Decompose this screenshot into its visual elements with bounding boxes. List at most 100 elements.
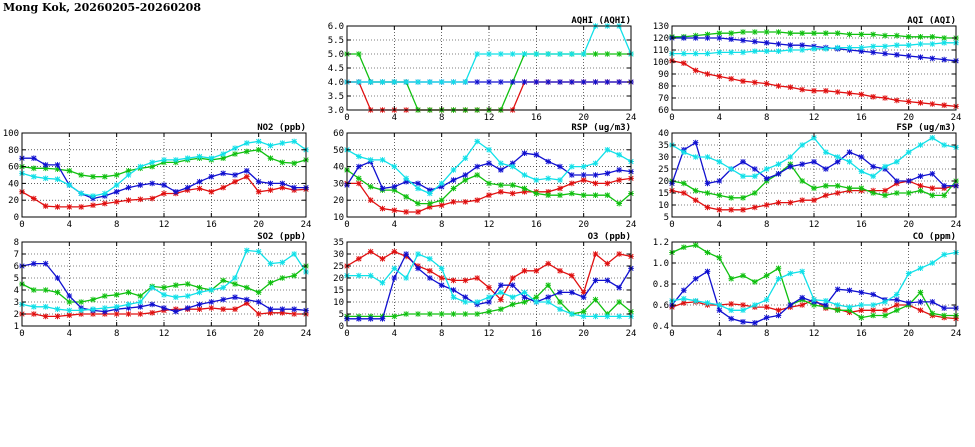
data-point xyxy=(811,30,817,36)
data-point xyxy=(894,32,900,39)
y-tick-label: 8 xyxy=(14,238,19,248)
data-point xyxy=(113,311,120,317)
data-point xyxy=(125,168,132,174)
data-point xyxy=(42,313,49,320)
data-point xyxy=(113,304,120,310)
y-tick-label: 40 xyxy=(333,163,344,173)
data-point xyxy=(834,159,841,165)
data-point xyxy=(704,50,711,57)
x-tick-label: 4 xyxy=(67,220,72,230)
data-point xyxy=(917,142,924,148)
data-point xyxy=(799,302,805,308)
data-point xyxy=(752,29,758,35)
data-point xyxy=(90,296,96,303)
y-tick-label: 90 xyxy=(658,70,669,80)
data-point xyxy=(474,311,480,317)
data-point xyxy=(149,284,155,291)
data-point xyxy=(474,275,480,281)
y-tick-label: 15 xyxy=(333,286,344,296)
data-point xyxy=(728,30,734,36)
data-point xyxy=(799,294,805,301)
data-point xyxy=(149,310,155,316)
x-tick-label: 0 xyxy=(669,329,674,339)
series-line-s4 xyxy=(21,249,307,312)
data-point xyxy=(90,311,96,317)
data-point xyxy=(279,140,286,146)
data-point xyxy=(787,42,794,48)
x-tick-label: 20 xyxy=(253,329,264,339)
data-point xyxy=(592,251,599,257)
data-point xyxy=(545,158,551,165)
data-point xyxy=(592,313,599,320)
x-tick-label: 16 xyxy=(856,113,867,123)
data-point xyxy=(31,173,37,180)
data-point xyxy=(929,171,936,177)
data-point xyxy=(894,307,900,314)
data-point xyxy=(811,159,817,165)
data-point xyxy=(232,306,238,312)
x-tick-label: 20 xyxy=(578,113,589,123)
data-point xyxy=(580,79,587,85)
data-point xyxy=(882,32,888,39)
data-point xyxy=(521,185,528,192)
data-point xyxy=(367,197,374,203)
data-point xyxy=(267,180,274,187)
data-point xyxy=(580,308,587,315)
y-tick-label: 20 xyxy=(658,177,669,187)
data-point xyxy=(486,160,492,167)
data-point xyxy=(728,49,734,56)
data-point xyxy=(415,251,421,257)
data-point xyxy=(367,272,374,279)
data-point xyxy=(173,294,179,300)
data-point xyxy=(462,294,469,300)
data-point xyxy=(438,197,445,203)
data-point xyxy=(834,89,841,95)
data-point xyxy=(704,268,711,275)
data-point xyxy=(427,190,433,197)
y-tick-label: 100 xyxy=(653,58,669,68)
data-point xyxy=(427,204,433,210)
data-point xyxy=(533,190,540,197)
x-tick-label: 8 xyxy=(114,220,119,230)
data-point xyxy=(149,195,155,202)
data-point xyxy=(379,256,386,262)
data-point xyxy=(367,316,374,322)
data-point xyxy=(462,277,469,284)
data-point xyxy=(775,171,782,177)
data-point xyxy=(102,190,108,197)
data-point xyxy=(533,294,540,300)
data-point xyxy=(775,312,782,319)
data-point xyxy=(811,135,817,141)
data-point xyxy=(604,51,611,57)
data-point xyxy=(787,47,794,53)
data-point xyxy=(125,301,132,308)
data-point xyxy=(823,298,829,304)
x-tick-label: 24 xyxy=(951,329,962,339)
data-point xyxy=(752,48,758,54)
data-point xyxy=(427,311,433,317)
data-point xyxy=(846,44,853,51)
data-point xyxy=(545,79,551,85)
data-point xyxy=(509,182,516,188)
y-tick-label: 130 xyxy=(653,22,669,32)
data-point xyxy=(704,180,711,187)
data-point xyxy=(716,307,723,314)
data-point xyxy=(521,268,528,274)
chart-no2: 0 4 8 12 16 20 24 0 20 40 60 80 100 NO2 (ppb) xyxy=(3,123,312,230)
data-point xyxy=(391,163,398,170)
data-point xyxy=(427,256,433,262)
data-point xyxy=(834,307,841,314)
data-point xyxy=(102,308,108,315)
data-point xyxy=(763,48,770,54)
data-point xyxy=(391,313,398,320)
y-tick-label: 5.5 xyxy=(328,36,344,46)
data-point xyxy=(356,180,362,187)
data-point xyxy=(616,152,622,158)
data-point xyxy=(763,296,770,303)
data-point xyxy=(232,178,238,185)
data-point xyxy=(604,192,611,198)
data-point xyxy=(823,302,829,308)
data-point xyxy=(137,293,144,299)
data-point xyxy=(450,177,457,183)
